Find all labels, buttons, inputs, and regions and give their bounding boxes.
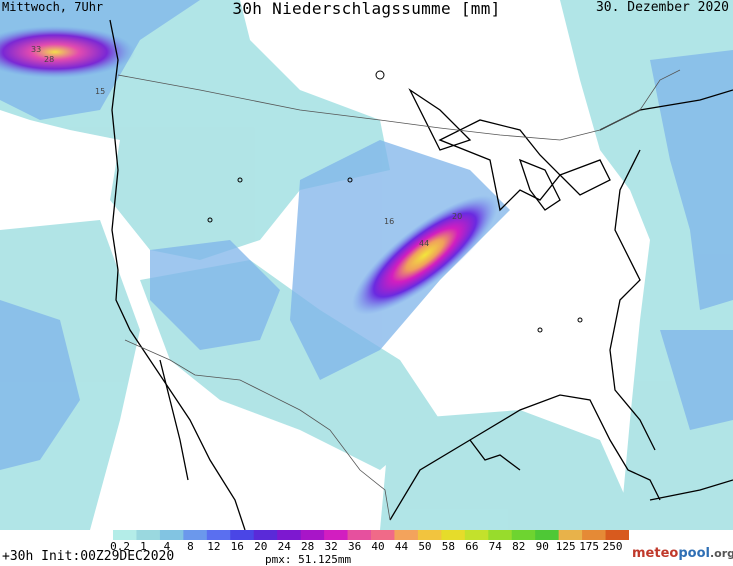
legend-swatch	[206, 530, 231, 540]
precipitation-map: 33 28 15 16 20 44	[0, 0, 733, 530]
header-weekday: Mittwoch, 7Uhr	[2, 0, 104, 14]
legend-label: 90	[535, 540, 549, 553]
value-marker: 28	[44, 55, 55, 64]
legend-label: 66	[465, 540, 479, 553]
value-marker: 20	[452, 212, 463, 221]
legend-label: 4	[163, 540, 171, 553]
legend-label: 8	[187, 540, 194, 553]
legend-swatch	[253, 530, 278, 540]
legend-swatch	[582, 530, 607, 540]
legend-labels: 0.2 1 4 8 12 16 20 24 28 32 36 40 44 50 58 66 74 82 90 125 1…	[110, 540, 633, 553]
value-marker: 33	[31, 45, 42, 54]
legend-label: 32	[324, 540, 338, 553]
legend-swatch	[535, 530, 560, 540]
legend-swatch	[113, 530, 137, 540]
brand-part-2: pool	[678, 546, 710, 561]
legend-label: 58	[441, 540, 456, 553]
legend-swatch	[488, 530, 513, 540]
legend-swatch	[558, 530, 583, 540]
precip-band-heavy	[352, 195, 498, 315]
color-legend	[113, 530, 629, 540]
legend-label: 74	[488, 540, 502, 553]
legend-swatch	[277, 530, 302, 540]
borders	[117, 69, 681, 521]
legend-swatch	[605, 530, 629, 540]
legend-swatch	[371, 530, 395, 540]
forecast-init: +30h Init:00Z29DEC2020	[2, 549, 175, 564]
precip-northwest-heavy	[0, 26, 135, 78]
legend-swatch	[183, 530, 208, 540]
legend-label: 250	[602, 540, 623, 553]
legend-swatch	[347, 530, 372, 540]
brand-part-3: .org	[709, 547, 733, 560]
map-title: 30h Niederschlagssumme [mm]	[232, 0, 501, 18]
legend-label: 175	[579, 540, 600, 553]
legend-label: 12	[207, 540, 221, 553]
map-svg	[0, 0, 733, 530]
legend-label: 40	[371, 540, 385, 553]
legend-label: 44	[394, 540, 409, 553]
legend-swatch	[464, 530, 489, 540]
coastlines	[109, 19, 733, 530]
legend-swatch	[136, 530, 161, 540]
legend-label: 82	[512, 540, 526, 553]
legend-swatch	[230, 530, 255, 540]
lakes	[207, 70, 583, 333]
legend-swatch	[324, 530, 349, 540]
precip-max: pmx: 51.125mm	[265, 553, 352, 566]
legend-label: 50	[418, 540, 432, 553]
legend-label: 0.2	[110, 540, 130, 553]
header-date: 30. Dezember 2020	[595, 0, 729, 15]
legend-swatch	[417, 530, 442, 540]
legend-swatch	[394, 530, 419, 540]
legend-label: 20	[254, 540, 268, 553]
legend-label: 28	[301, 540, 315, 553]
legend-swatch	[441, 530, 466, 540]
legend-label: 1	[140, 540, 147, 553]
value-marker: 15	[95, 87, 106, 96]
brand-logo[interactable]: meteopool.org	[632, 546, 733, 561]
brand-part-1: meteo	[632, 546, 679, 561]
value-marker: 44	[419, 239, 430, 248]
legend-label: 24	[277, 540, 291, 553]
legend-swatch	[511, 530, 536, 540]
value-marker: 16	[384, 217, 395, 226]
legend-swatch	[300, 530, 325, 540]
legend-label: 16	[230, 540, 244, 553]
legend-label: 125	[555, 540, 576, 553]
legend-label: 36	[347, 540, 362, 553]
legend-swatch	[159, 530, 184, 540]
